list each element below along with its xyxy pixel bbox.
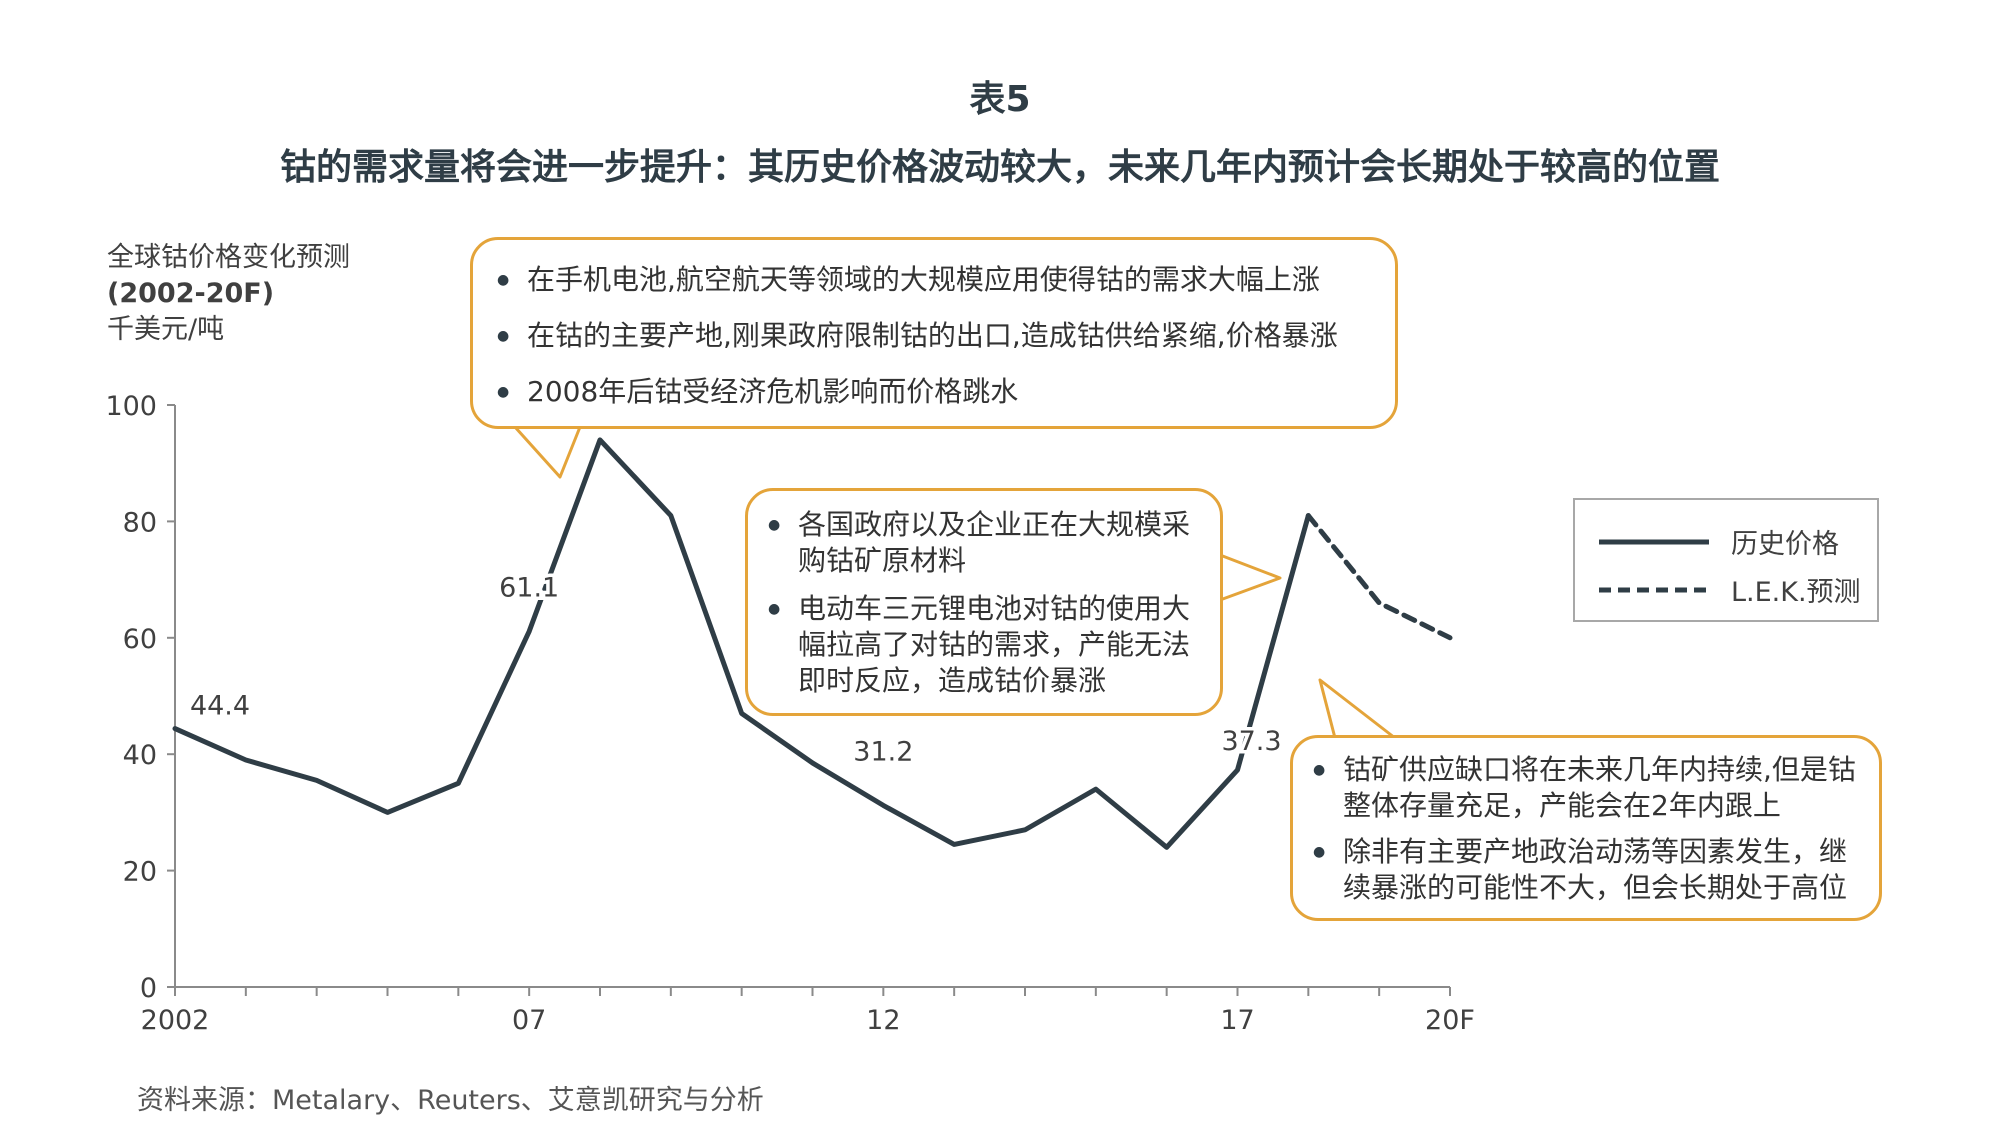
legend-label-forecast: L.E.K.预测 [1731,577,1861,608]
y-tick-label: 40 [123,740,157,771]
x-tick-label: 12 [866,1005,900,1036]
legend-label-historical: 历史价格 [1731,529,1839,560]
callout-middle-item: 电动车三元锂电池对钴的使用大幅拉高了对钴的需求，产能无法即时反应，造成钴价暴涨 [768,591,1200,699]
x-tick-label: 17 [1220,1005,1254,1036]
callout-middle: 各国政府以及企业正在大规模采购钴矿原材料 电动车三元锂电池对钴的使用大幅拉高了对… [745,488,1223,716]
callout-top-pointer [513,425,582,479]
legend-solid-line-swatch [1599,539,1709,544]
x-tick-label: 20F [1425,1005,1475,1036]
callout-right-item: 除非有主要产地政治动荡等因素发生，继续暴涨的可能性不大，但会长期处于高位 [1313,834,1859,906]
callout-top-item: 2008年后钴受经济危机影响而价格跳水 [497,374,1371,410]
callout-right-pointer [1318,678,1397,740]
y-tick-label: 60 [123,624,157,655]
chart-title-number: 表5 [969,79,1031,120]
callout-top-item: 在手机电池,航空航天等领域的大规模应用使得钴的需求大幅上涨 [497,262,1371,298]
legend-item-historical: 历史价格 [1599,522,1839,561]
callout-right: 钴矿供应缺口将在未来几年内持续,但是钴整体存量充足，产能会在2年内跟上 除非有主… [1290,735,1882,921]
y-tick-label: 0 [140,973,157,1004]
data-label: 44.4 [190,691,250,722]
callout-right-item: 钴矿供应缺口将在未来几年内持续,但是钴整体存量充足，产能会在2年内跟上 [1313,752,1859,824]
y-axis-label: 全球钴价格变化预测 (2002-20F) 千美元/吨 [107,240,350,348]
y-tick-label: 100 [105,391,157,422]
source-note: 资料来源：Metalary、Reuters、艾意凯研究与分析 [137,1085,764,1116]
callout-middle-item: 各国政府以及企业正在大规模采购钴矿原材料 [768,507,1200,579]
y-axis-label-line1: 全球钴价格变化预测 [107,242,350,273]
chart-title-block: 表5 钴的需求量将会进一步提升：其历史价格波动较大，未来几年内预计会长期处于较高… [0,70,2000,190]
x-tick-label: 2002 [141,1005,210,1036]
callout-top: 在手机电池,航空航天等领域的大规模应用使得钴的需求大幅上涨 在钴的主要产地,刚果… [470,237,1398,429]
chart-legend: 历史价格 L.E.K.预测 [1573,498,1879,622]
data-label: 61.1 [499,572,559,603]
y-tick-label: 20 [123,857,157,888]
data-label: 37.3 [1221,726,1281,757]
forecast-price-line [1305,513,1453,641]
legend-dashed-line-swatch [1599,587,1709,592]
x-tick-label: 07 [512,1005,546,1036]
y-axis-label-unit: 千美元/吨 [107,314,225,345]
legend-item-forecast: L.E.K.预测 [1599,570,1861,609]
chart-title: 钴的需求量将会进一步提升：其历史价格波动较大，未来几年内预计会长期处于较高的位置 [279,147,1720,188]
data-label: 31.2 [853,736,913,767]
callout-middle-pointer [1218,553,1282,602]
callout-top-item: 在钴的主要产地,刚果政府限制钴的出口,造成钴供给紧缩,价格暴涨 [497,318,1371,354]
y-axis-label-line2: (2002-20F) [107,278,275,309]
y-tick-label: 80 [123,507,157,538]
